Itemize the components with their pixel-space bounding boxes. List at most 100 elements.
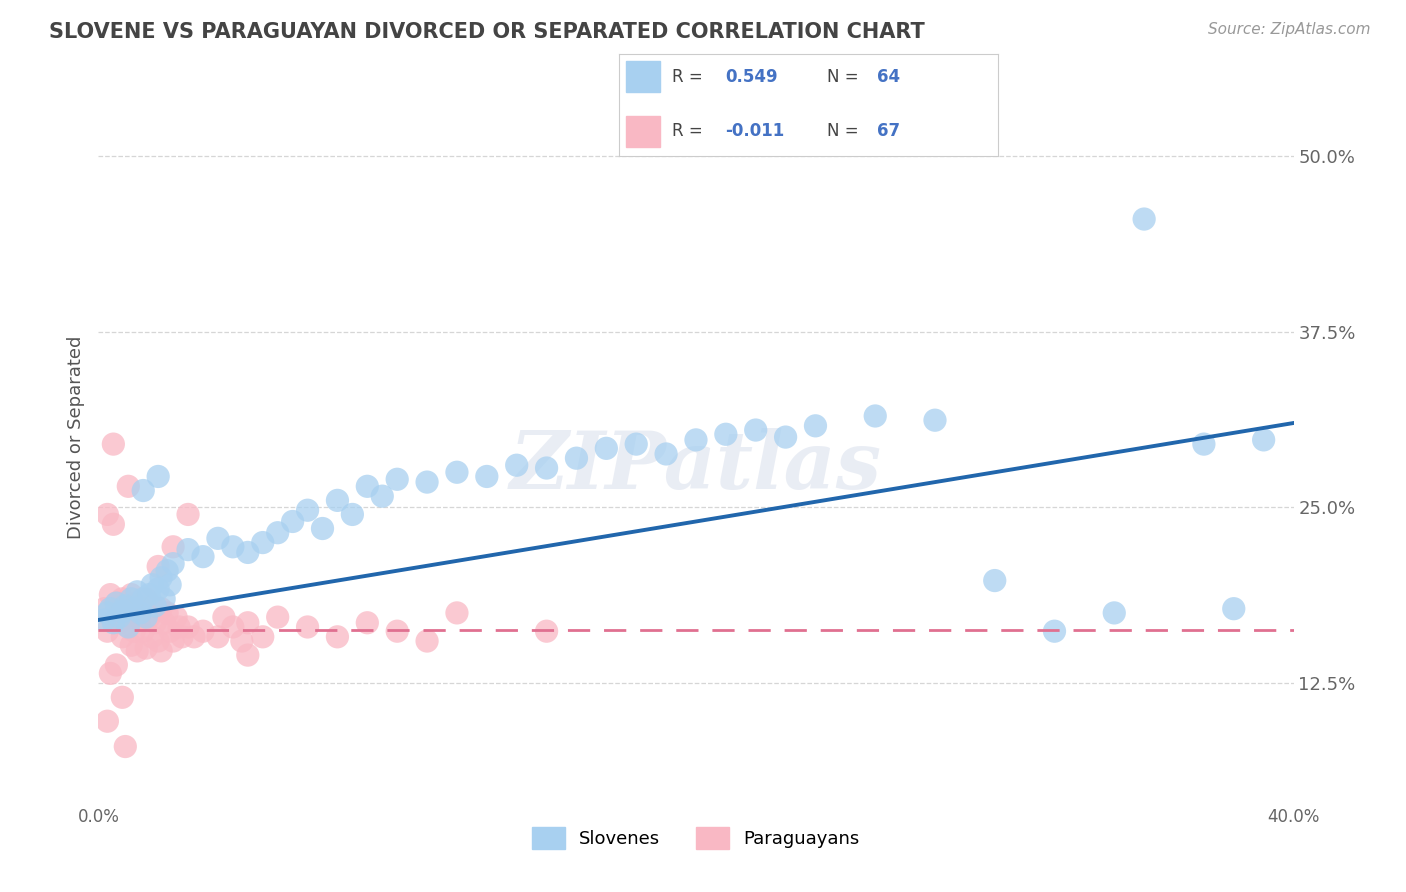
Point (207, 532, 229, 546)
Point (536, 461, 558, 475)
Point (105, 657, 128, 672)
Point (124, 624, 146, 639)
Point (356, 615, 378, 630)
Point (655, 447, 678, 461)
Point (141, 599, 163, 613)
Point (124, 601, 146, 615)
Point (132, 624, 155, 639)
Legend: Slovenes, Paraguayans: Slovenes, Paraguayans (524, 820, 868, 856)
Point (236, 615, 259, 630)
Point (236, 545, 259, 559)
Point (132, 591, 155, 606)
Point (129, 613, 152, 627)
Point (714, 427, 737, 442)
Point (138, 588, 160, 602)
Point (212, 610, 235, 624)
Point (111, 690, 134, 705)
Point (114, 599, 136, 613)
Point (117, 479, 139, 493)
Point (111, 605, 134, 619)
Point (127, 584, 149, 599)
Point (342, 508, 364, 522)
Point (804, 418, 827, 433)
Point (865, 409, 887, 423)
Point (93, 601, 115, 615)
Point (93, 613, 115, 627)
Y-axis label: Divorced or Separated: Divorced or Separated (66, 335, 84, 539)
Point (475, 469, 498, 483)
Point (138, 610, 160, 624)
Point (159, 624, 181, 639)
Point (156, 564, 179, 578)
Point (252, 630, 274, 644)
Point (191, 549, 214, 564)
Point (120, 588, 142, 602)
Text: 67: 67 (877, 122, 900, 140)
Point (148, 469, 170, 483)
Text: R =: R = (672, 68, 703, 86)
Point (117, 620, 139, 634)
Text: -0.011: -0.011 (725, 122, 785, 140)
Point (177, 542, 200, 557)
Point (311, 522, 333, 536)
Point (416, 475, 439, 489)
Point (1104, 606, 1126, 620)
Point (165, 610, 187, 624)
Point (167, 620, 190, 634)
Point (135, 610, 157, 624)
Point (127, 596, 149, 610)
Point (98, 666, 122, 681)
Text: 64: 64 (877, 68, 900, 86)
Point (356, 479, 378, 493)
Text: ZIPatlas: ZIPatlas (510, 427, 882, 505)
Point (159, 578, 181, 592)
Text: 0.549: 0.549 (725, 68, 778, 86)
Point (103, 437, 125, 451)
Point (105, 596, 128, 610)
Text: N =: N = (827, 122, 859, 140)
Point (506, 458, 529, 473)
Point (416, 634, 439, 648)
Point (385, 624, 409, 639)
Point (297, 503, 319, 517)
Point (626, 437, 648, 451)
Point (281, 515, 304, 529)
Point (326, 630, 349, 644)
Point (103, 613, 125, 627)
Point (148, 559, 170, 574)
Point (1223, 601, 1246, 615)
Point (371, 489, 394, 503)
Point (446, 465, 468, 479)
Point (1253, 433, 1275, 447)
Point (162, 540, 184, 554)
Point (114, 610, 136, 624)
Point (685, 433, 707, 447)
Point (111, 630, 134, 644)
Point (565, 451, 588, 466)
Point (127, 644, 149, 658)
Point (595, 442, 617, 456)
Text: N =: N = (827, 68, 859, 86)
Point (108, 606, 131, 620)
Point (96, 624, 118, 639)
Point (150, 601, 173, 615)
Bar (626, 62, 661, 92)
Point (775, 430, 797, 444)
Point (1133, 212, 1156, 227)
Text: Source: ZipAtlas.com: Source: ZipAtlas.com (1208, 22, 1371, 37)
Point (143, 599, 166, 613)
Point (153, 591, 176, 606)
Point (385, 472, 409, 486)
Text: R =: R = (672, 122, 703, 140)
Text: SLOVENE VS PARAGUAYAN DIVORCED OR SEPARATED CORRELATION CHART: SLOVENE VS PARAGUAYAN DIVORCED OR SEPARA… (49, 22, 925, 42)
Point (124, 606, 146, 620)
Point (96, 606, 118, 620)
Point (114, 739, 136, 754)
Point (148, 582, 170, 596)
Point (96, 714, 118, 729)
Point (177, 508, 200, 522)
Point (326, 493, 349, 508)
Bar (626, 116, 661, 147)
Point (172, 630, 194, 644)
Point (98, 588, 122, 602)
